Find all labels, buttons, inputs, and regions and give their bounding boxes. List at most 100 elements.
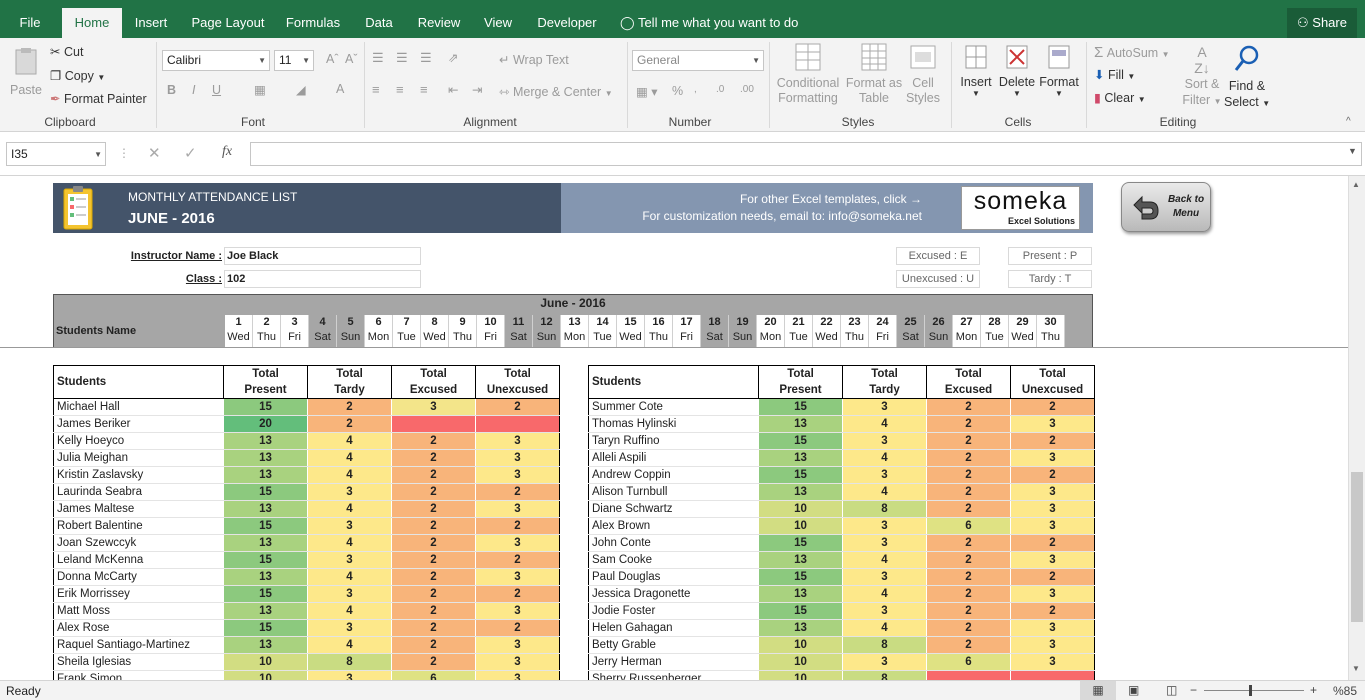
- total-present[interactable]: 15: [223, 585, 308, 603]
- total-unexcused[interactable]: 3: [475, 670, 560, 680]
- total-present[interactable]: 13: [223, 432, 308, 450]
- total-tardy[interactable]: 3: [307, 619, 392, 637]
- total-present[interactable]: 10: [758, 500, 843, 518]
- table-row[interactable]: Diane Schwartz 10 8 2 3: [588, 500, 1095, 518]
- table-row[interactable]: Donna McCarty 13 4 2 3: [53, 568, 560, 586]
- total-tardy[interactable]: 4: [307, 568, 392, 586]
- name-box[interactable]: I35 ▼: [6, 142, 106, 166]
- total-tardy[interactable]: 3: [307, 670, 392, 680]
- total-excused[interactable]: 2: [926, 585, 1011, 603]
- vertical-scrollbar[interactable]: ▲ ▼: [1348, 176, 1365, 680]
- total-excused[interactable]: 2: [391, 483, 476, 501]
- orientation-icon[interactable]: ⇗: [448, 51, 459, 65]
- total-excused[interactable]: 2: [391, 636, 476, 654]
- total-excused[interactable]: 6: [926, 653, 1011, 671]
- percent-icon[interactable]: %: [672, 84, 684, 98]
- total-unexcused[interactable]: 2: [475, 585, 560, 603]
- format-painter-button[interactable]: ✒ Format Painter: [50, 92, 147, 106]
- instructor-name-field[interactable]: Joe Black: [224, 247, 421, 265]
- student-name[interactable]: Jodie Foster: [588, 602, 759, 620]
- tab-home[interactable]: Home: [62, 8, 122, 38]
- student-name[interactable]: Sam Cooke: [588, 551, 759, 569]
- align-bottom-icon[interactable]: ☰: [420, 50, 432, 65]
- share-button[interactable]: ⚇ Share: [1287, 8, 1357, 38]
- scroll-up-icon[interactable]: ▲: [1352, 180, 1360, 189]
- underline-icon[interactable]: U: [212, 83, 222, 97]
- student-name[interactable]: Matt Moss: [53, 602, 224, 620]
- total-unexcused[interactable]: [475, 415, 560, 433]
- total-unexcused[interactable]: 3: [475, 602, 560, 620]
- total-unexcused[interactable]: 3: [475, 534, 560, 552]
- table-row[interactable]: Robert Balentine 15 3 2 2: [53, 517, 560, 535]
- table-row[interactable]: Andrew Coppin 15 3 2 2: [588, 466, 1095, 484]
- align-middle-icon[interactable]: ☰: [396, 50, 408, 65]
- total-tardy[interactable]: 3: [842, 466, 927, 484]
- tab-developer[interactable]: Developer: [537, 15, 597, 30]
- class-field[interactable]: 102: [224, 270, 421, 288]
- decrease-font-icon[interactable]: Aˇ: [345, 52, 358, 66]
- total-present[interactable]: 13: [758, 483, 843, 501]
- total-tardy[interactable]: 3: [842, 568, 927, 586]
- table-row[interactable]: Laurinda Seabra 15 3 2 2: [53, 483, 560, 501]
- insert-function-icon[interactable]: fx: [222, 144, 233, 159]
- total-excused[interactable]: 2: [926, 483, 1011, 501]
- total-present[interactable]: 15: [223, 483, 308, 501]
- total-excused[interactable]: 2: [926, 568, 1011, 586]
- total-unexcused[interactable]: [1010, 670, 1095, 680]
- total-present[interactable]: 13: [223, 500, 308, 518]
- total-tardy[interactable]: 4: [307, 636, 392, 654]
- total-present[interactable]: 13: [758, 619, 843, 637]
- cancel-icon[interactable]: ✕: [148, 145, 161, 162]
- total-tardy[interactable]: 4: [307, 432, 392, 450]
- total-unexcused[interactable]: 2: [1010, 466, 1095, 484]
- sort-filter-button[interactable]: A Z↓ Sort & Filter ▼: [1182, 44, 1222, 107]
- increase-decimal-icon[interactable]: .0: [716, 84, 725, 95]
- total-unexcused[interactable]: 3: [1010, 500, 1095, 518]
- total-unexcused[interactable]: 3: [1010, 619, 1095, 637]
- total-excused[interactable]: 2: [926, 466, 1011, 484]
- font-color-icon[interactable]: A: [336, 82, 345, 96]
- total-excused[interactable]: 2: [926, 500, 1011, 518]
- fill-button[interactable]: ⬇ Fill ▼: [1094, 68, 1136, 82]
- total-unexcused[interactable]: 2: [475, 551, 560, 569]
- total-present[interactable]: 10: [758, 517, 843, 535]
- align-top-icon[interactable]: ☰: [372, 50, 384, 65]
- student-name[interactable]: Sherry Russenberger: [588, 670, 759, 680]
- table-row[interactable]: Paul Douglas 15 3 2 2: [588, 568, 1095, 586]
- total-excused[interactable]: 2: [391, 500, 476, 518]
- currency-icon[interactable]: ▦ ▾: [636, 85, 658, 99]
- student-name[interactable]: Summer Cote: [588, 398, 759, 416]
- total-unexcused[interactable]: 2: [1010, 432, 1095, 450]
- zoom-in-icon[interactable]: +: [1310, 683, 1318, 697]
- total-tardy[interactable]: 2: [307, 398, 392, 416]
- borders-icon[interactable]: ▦: [254, 83, 266, 97]
- student-name[interactable]: Michael Hall: [53, 398, 224, 416]
- conditional-formatting-button[interactable]: Conditional Formatting: [774, 42, 842, 106]
- total-tardy[interactable]: 3: [842, 602, 927, 620]
- zoom-slider-thumb[interactable]: [1249, 685, 1252, 696]
- table-row[interactable]: James Maltese 13 4 2 3: [53, 500, 560, 518]
- total-excused[interactable]: 2: [391, 619, 476, 637]
- student-name[interactable]: Andrew Coppin: [588, 466, 759, 484]
- total-present[interactable]: 13: [223, 602, 308, 620]
- total-unexcused[interactable]: 2: [475, 619, 560, 637]
- total-present[interactable]: 13: [758, 551, 843, 569]
- tab-page-layout[interactable]: Page Layout: [191, 15, 265, 30]
- student-name[interactable]: Diane Schwartz: [588, 500, 759, 518]
- table-row[interactable]: Alex Rose 15 3 2 2: [53, 619, 560, 637]
- total-unexcused[interactable]: 2: [475, 398, 560, 416]
- student-name[interactable]: Kristin Zaslavsky: [53, 466, 224, 484]
- total-unexcused[interactable]: 2: [475, 517, 560, 535]
- total-excused[interactable]: 2: [391, 466, 476, 484]
- table-row[interactable]: Julia Meighan 13 4 2 3: [53, 449, 560, 467]
- total-present[interactable]: 10: [223, 670, 308, 680]
- total-tardy[interactable]: 8: [842, 636, 927, 654]
- total-excused[interactable]: [926, 670, 1011, 680]
- table-row[interactable]: Summer Cote 15 3 2 2: [588, 398, 1095, 416]
- total-tardy[interactable]: 4: [307, 534, 392, 552]
- insert-cells-button[interactable]: Insert ▼: [956, 42, 996, 98]
- total-present[interactable]: 10: [758, 636, 843, 654]
- total-present[interactable]: 10: [758, 670, 843, 680]
- increase-indent-icon[interactable]: ⇥: [472, 83, 483, 97]
- student-name[interactable]: Paul Douglas: [588, 568, 759, 586]
